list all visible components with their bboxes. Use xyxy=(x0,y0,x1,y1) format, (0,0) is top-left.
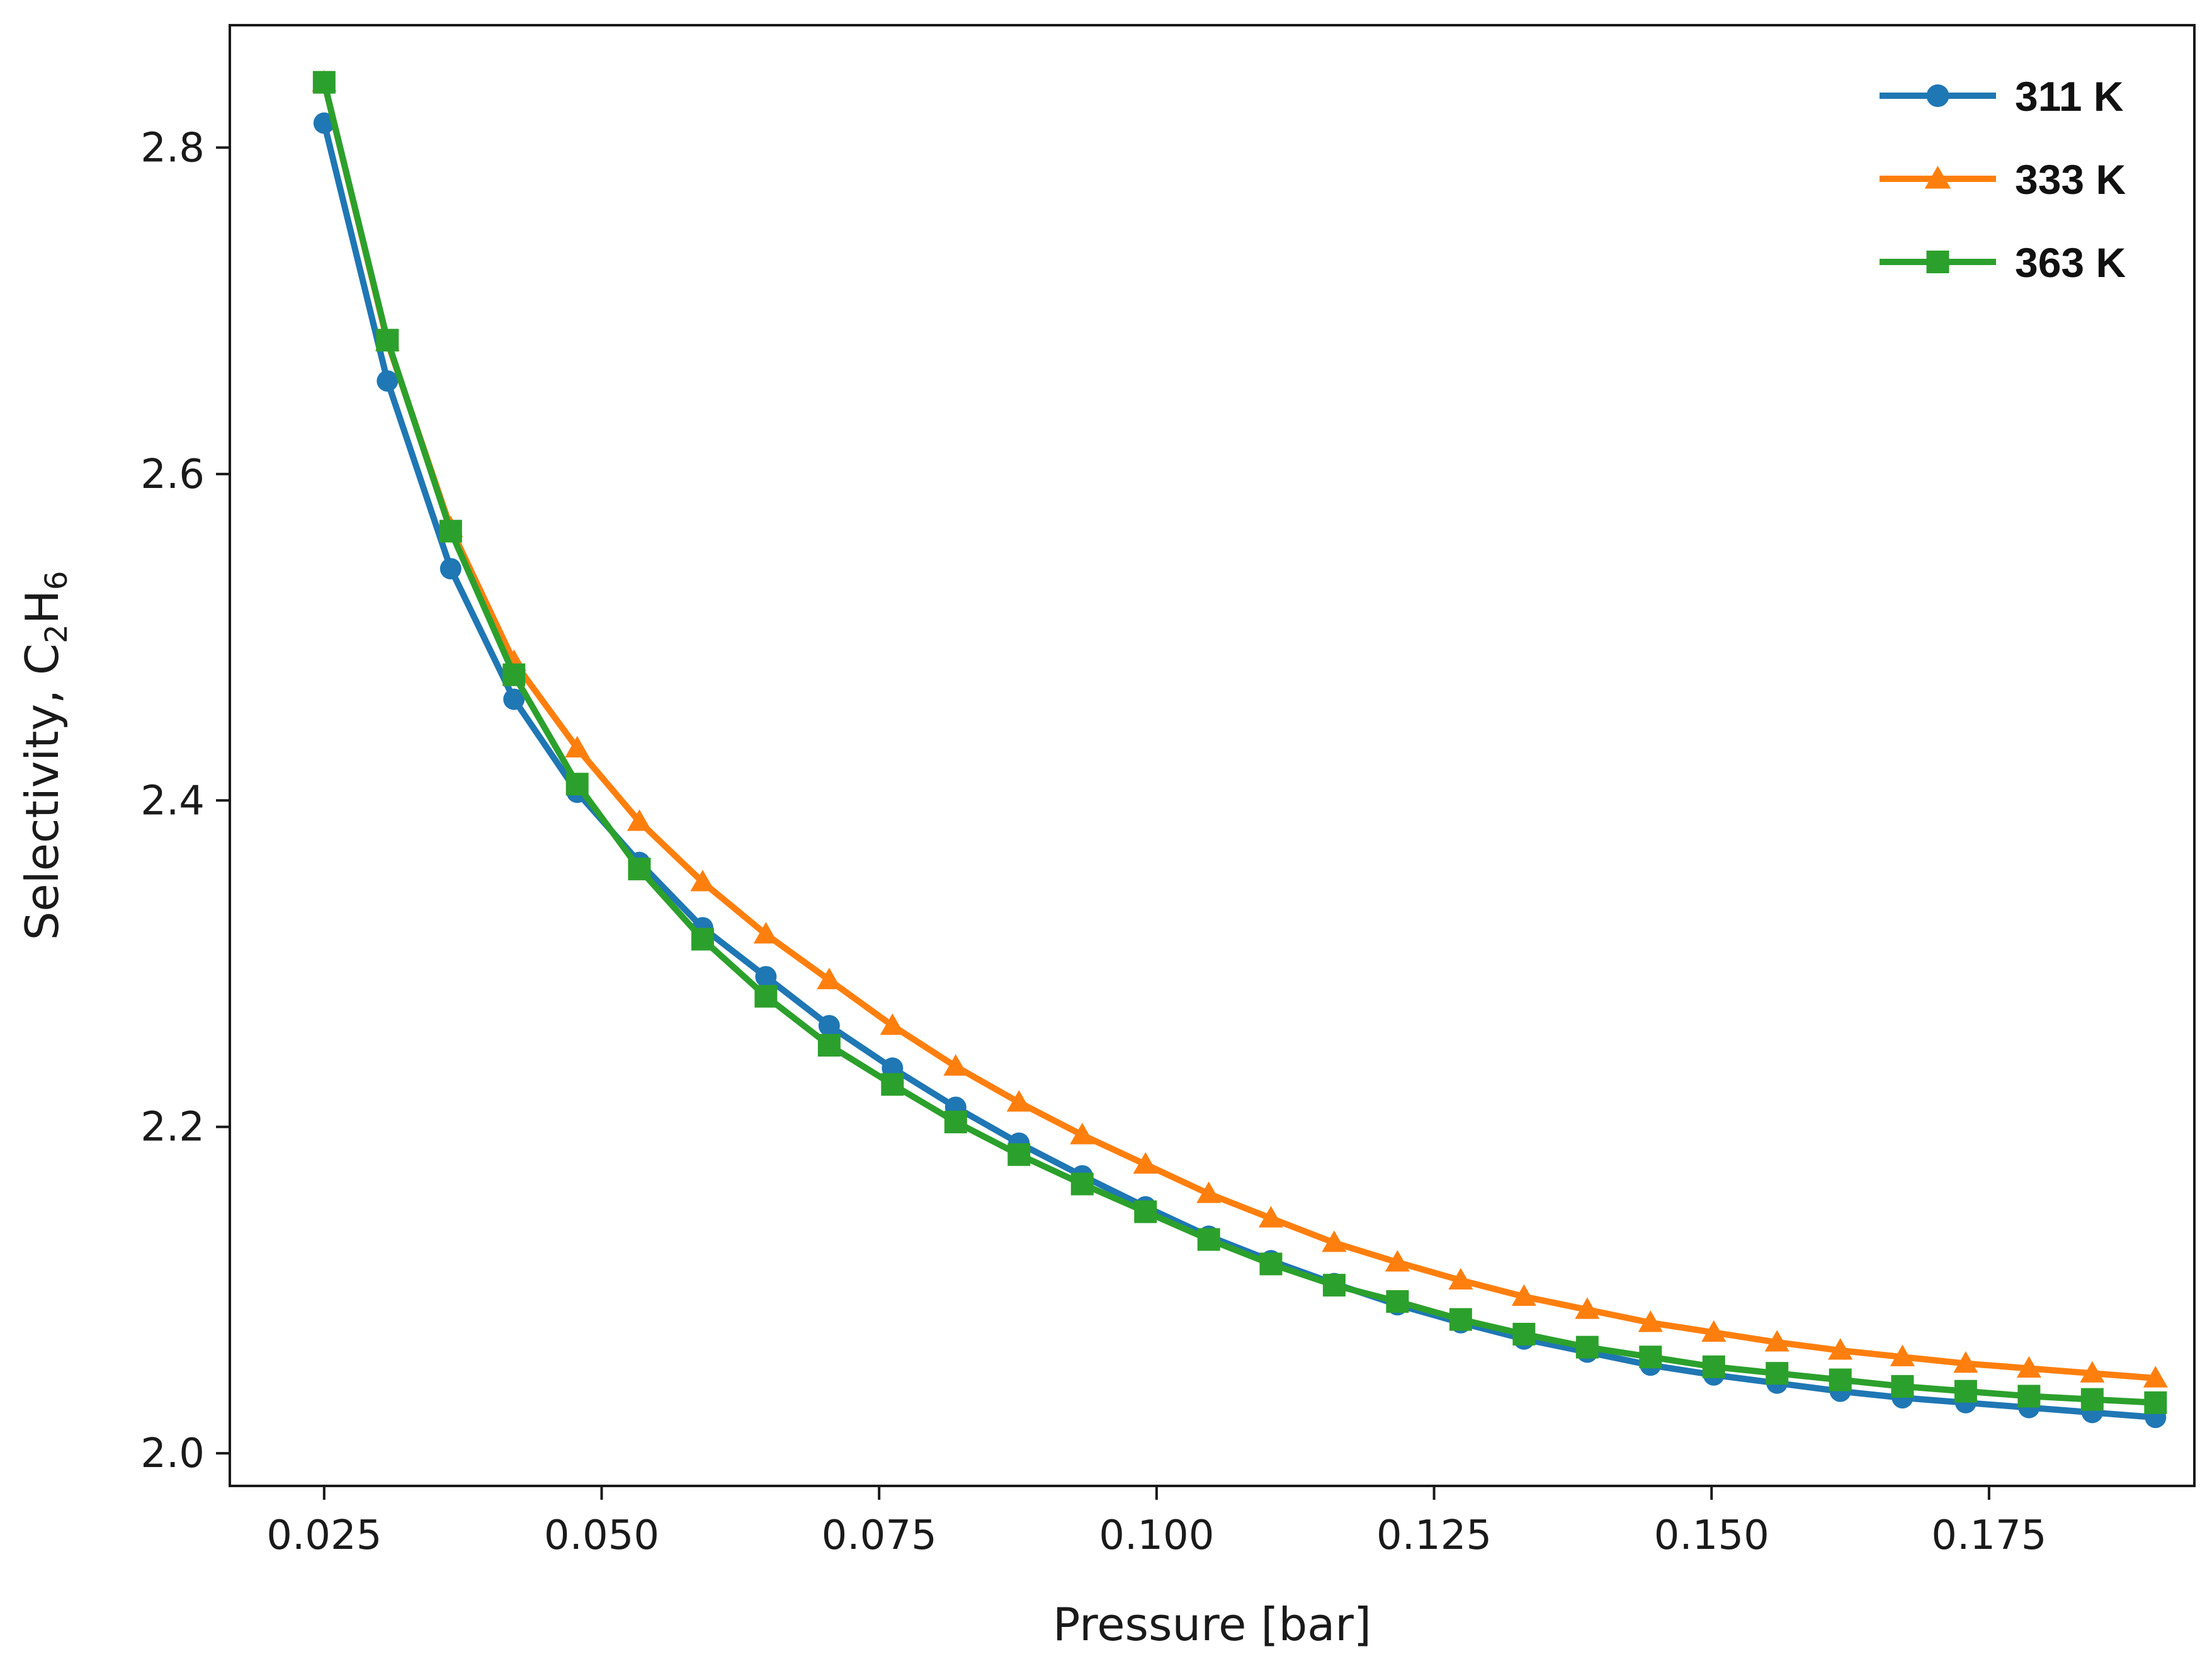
data-point xyxy=(2016,1356,2041,1378)
data-point xyxy=(376,329,399,352)
y-axis: 2.0 2.2 2.4 2.6 2.8 xyxy=(140,125,230,1477)
data-point xyxy=(1385,1250,1410,1272)
x-tick-label: 0.175 xyxy=(1931,1512,2046,1559)
data-point xyxy=(628,858,651,881)
data-point xyxy=(565,735,590,757)
data-point xyxy=(1448,1267,1473,1290)
data-point xyxy=(1512,1322,1536,1346)
legend-item: 333 K xyxy=(1880,156,2126,203)
data-point xyxy=(1386,1290,1409,1313)
data-point xyxy=(1828,1338,1853,1360)
x-axis: 0.025 0.050 0.075 0.100 0.125 0.150 0.175 xyxy=(266,1486,2047,1559)
data-point xyxy=(1322,1274,1346,1297)
data-point xyxy=(312,71,336,94)
data-point xyxy=(1259,1252,1283,1276)
y-tick-label: 2.0 xyxy=(140,1431,205,1477)
y-axis-label: Selectivity, C2H6 xyxy=(16,571,74,941)
data-point xyxy=(2143,1366,2168,1388)
data-point xyxy=(690,870,715,892)
x-tick-label: 0.025 xyxy=(266,1512,382,1559)
y-tick-label: 2.2 xyxy=(140,1104,205,1151)
legend-label: 311 K xyxy=(2015,73,2124,120)
data-point xyxy=(817,967,842,990)
x-tick-label: 0.125 xyxy=(1376,1512,1492,1559)
data-point xyxy=(1133,1152,1158,1174)
x-tick-label: 0.100 xyxy=(1099,1512,1214,1559)
data-point xyxy=(1953,1351,1978,1373)
legend: 311 K 333 K 363 K xyxy=(1880,73,2126,286)
data-point xyxy=(2080,1361,2105,1383)
data-point xyxy=(1511,1284,1536,1306)
data-point xyxy=(1926,251,1949,273)
data-point xyxy=(1575,1297,1600,1319)
data-point xyxy=(1322,1230,1347,1252)
data-point xyxy=(1764,1330,1789,1352)
y-axis-label-h: H xyxy=(16,590,69,624)
data-point xyxy=(755,966,777,988)
x-tick-label: 0.150 xyxy=(1654,1512,1769,1559)
data-point xyxy=(1890,1344,1915,1366)
data-point xyxy=(1007,1143,1031,1166)
series-333-k xyxy=(312,70,2168,1388)
data-point xyxy=(1196,1181,1222,1203)
data-point xyxy=(818,1015,840,1037)
legend-item: 311 K xyxy=(1880,73,2124,120)
legend-label: 333 K xyxy=(2015,156,2126,203)
legend-item: 363 K xyxy=(1880,239,2126,286)
data-point xyxy=(502,663,526,686)
y-tick-label: 2.8 xyxy=(140,125,205,171)
data-point xyxy=(691,927,714,951)
data-point xyxy=(1701,1320,1727,1342)
data-point xyxy=(1006,1090,1031,1112)
data-point xyxy=(1070,1123,1095,1145)
plot-frame xyxy=(229,24,2196,1487)
data-point xyxy=(1891,1374,1914,1398)
data-point xyxy=(1639,1346,1662,1369)
data-point xyxy=(880,1013,905,1035)
y-axis-label-sub-2: 2 xyxy=(39,624,74,643)
data-point xyxy=(2080,1388,2104,1411)
data-point xyxy=(881,1073,904,1096)
data-point xyxy=(627,809,652,831)
data-point xyxy=(1449,1308,1472,1331)
data-point xyxy=(1702,1355,1725,1378)
x-axis-label: Pressure [bar] xyxy=(1053,1598,1371,1651)
data-point xyxy=(1926,84,1949,107)
data-point xyxy=(565,773,589,796)
series-363-k xyxy=(312,71,2167,1414)
data-point xyxy=(753,922,778,944)
data-point xyxy=(1134,1200,1157,1223)
data-point xyxy=(1575,1335,1599,1359)
x-tick-label: 0.075 xyxy=(822,1512,937,1559)
data-point xyxy=(944,1110,967,1133)
data-point xyxy=(440,558,462,580)
data-point xyxy=(1766,1362,1789,1385)
data-point xyxy=(503,688,525,710)
data-point xyxy=(1954,1380,1977,1403)
y-axis-label-sub-6: 6 xyxy=(39,571,74,591)
y-tick-label: 2.4 xyxy=(140,778,205,824)
series-line xyxy=(320,81,2156,1381)
data-point xyxy=(1258,1206,1283,1228)
data-point xyxy=(377,370,399,392)
x-tick-label: 0.050 xyxy=(544,1512,659,1559)
data-point xyxy=(1829,1368,1852,1391)
data-point xyxy=(943,1054,968,1076)
data-point xyxy=(754,985,778,1008)
data-point xyxy=(1197,1228,1220,1251)
data-point xyxy=(1924,166,1951,189)
data-point xyxy=(1070,1172,1094,1196)
series-layer xyxy=(312,70,2168,1429)
data-point xyxy=(439,519,462,543)
y-tick-label: 2.6 xyxy=(140,451,205,498)
data-point xyxy=(313,112,335,134)
data-point xyxy=(2017,1385,2041,1408)
data-point xyxy=(1638,1310,1663,1332)
legend-label: 363 K xyxy=(2015,239,2126,286)
y-axis-label-main: Selectivity, C xyxy=(16,643,69,941)
data-point xyxy=(2144,1391,2167,1414)
data-point xyxy=(817,1034,841,1057)
